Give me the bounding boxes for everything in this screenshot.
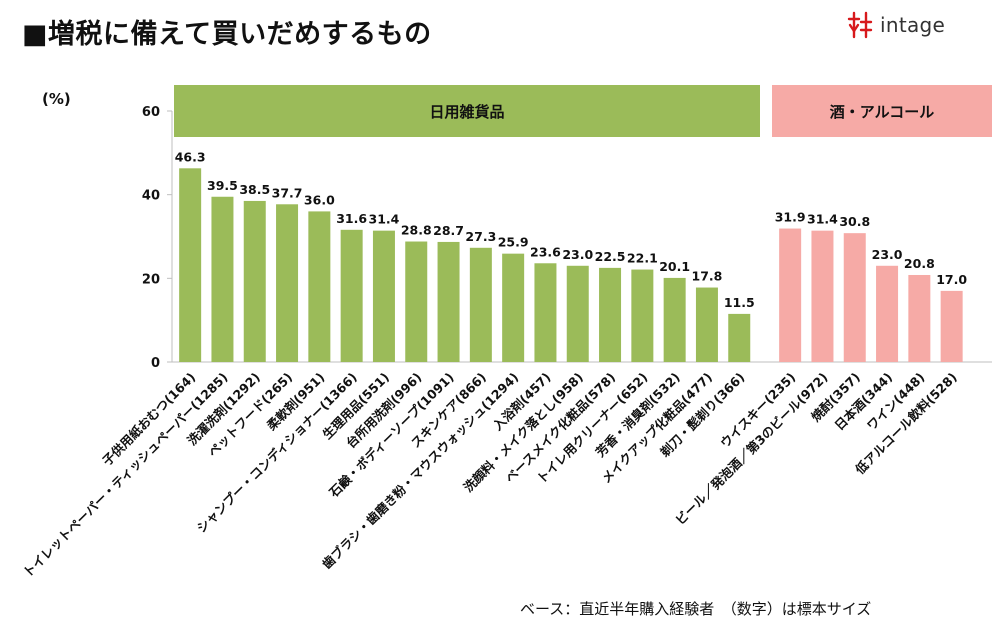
data-label: 28.8 [401,223,432,238]
data-label: 22.5 [595,249,626,264]
data-label: 17.8 [692,269,723,284]
data-label: 20.1 [659,259,690,274]
bar [695,287,718,362]
page-title: ■増税に備えて買いだめするもの [22,19,432,50]
data-label: 37.7 [272,185,303,200]
intage-logo-text: intage [880,13,946,37]
bar [405,241,428,362]
y-axis-unit-label: (%) [42,90,71,108]
bar [811,230,834,362]
data-label: 27.3 [465,229,496,244]
data-label: 38.5 [239,182,270,197]
bar [663,277,686,362]
bar [340,229,363,362]
y-tick-label: 60 [142,105,160,120]
data-label: 20.8 [904,256,935,271]
bar [908,274,931,362]
data-label: 23.6 [530,244,561,259]
bar [779,228,802,362]
data-label: 39.5 [207,178,238,193]
bar [728,313,751,362]
data-label: 25.9 [498,235,529,250]
data-label: 31.4 [807,212,838,227]
intage-logo-icon [847,11,873,39]
bar [308,211,331,362]
y-tick-label: 40 [142,189,160,204]
bar [631,269,654,362]
bar [534,263,557,362]
bar [211,196,234,362]
bar [276,204,299,362]
data-label: 28.7 [433,223,464,238]
y-tick-label: 0 [151,356,160,371]
y-tick-label: 20 [142,272,160,287]
bar [566,265,589,362]
data-label: 46.3 [175,149,206,164]
bar [843,233,866,362]
data-label: 31.4 [369,212,400,227]
data-label: 23.0 [872,247,903,262]
bar [372,230,395,362]
group-header-2 [772,85,992,137]
bar [179,168,202,362]
group-header-1 [174,85,760,137]
category-label: トイレットペーパー・ティッシュペーパー(1285) [20,370,231,581]
bar [502,253,525,362]
data-label: 17.0 [936,272,967,287]
group-header-label-2: 酒・アルコール [830,103,935,121]
data-label: 36.0 [304,192,335,207]
bar [243,200,266,362]
bar [437,241,460,362]
footnote: ベース：直近半年購入経験者 （数字）は標本サイズ [520,600,872,618]
bar [876,265,899,362]
data-label: 11.5 [724,295,755,310]
group-header-label-1: 日用雑貨品 [429,103,504,121]
intage-logo: intage [846,10,945,40]
data-label: 31.9 [775,210,806,225]
bar [940,290,963,362]
data-label: 23.0 [562,247,593,262]
bar [469,247,492,362]
data-label: 30.8 [839,214,870,229]
data-label: 22.1 [627,251,658,266]
data-label: 31.6 [336,211,367,226]
bar [599,267,622,362]
